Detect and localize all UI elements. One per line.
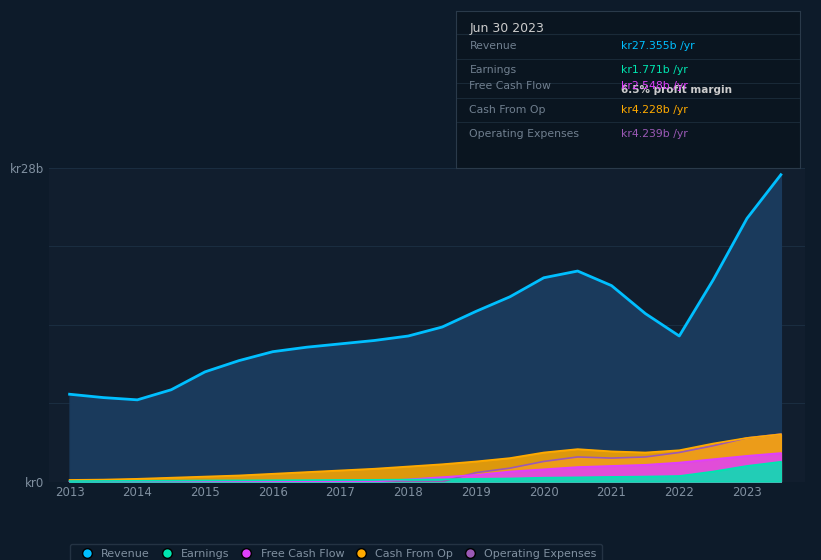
Text: Jun 30 2023: Jun 30 2023 [470, 22, 544, 35]
Text: kr4.228b /yr: kr4.228b /yr [621, 105, 688, 115]
Text: kr27.355b /yr: kr27.355b /yr [621, 41, 695, 52]
Text: kr4.239b /yr: kr4.239b /yr [621, 128, 688, 138]
Legend: Revenue, Earnings, Free Cash Flow, Cash From Op, Operating Expenses: Revenue, Earnings, Free Cash Flow, Cash … [70, 544, 603, 560]
Text: Revenue: Revenue [470, 41, 517, 52]
Text: Operating Expenses: Operating Expenses [470, 128, 580, 138]
Text: kr2.548b /yr: kr2.548b /yr [621, 81, 688, 91]
Text: Free Cash Flow: Free Cash Flow [470, 81, 552, 91]
Text: kr1.771b /yr: kr1.771b /yr [621, 65, 688, 75]
Text: 6.5% profit margin: 6.5% profit margin [621, 85, 732, 95]
Text: Earnings: Earnings [470, 65, 516, 75]
Text: Cash From Op: Cash From Op [470, 105, 546, 115]
